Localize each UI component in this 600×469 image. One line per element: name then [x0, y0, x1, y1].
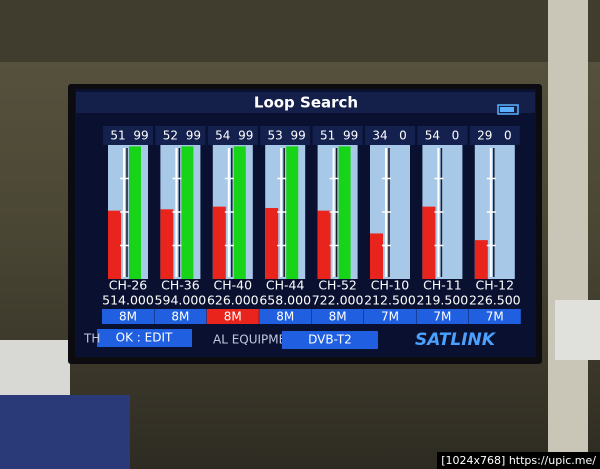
bandwidth: 8M [171, 310, 189, 324]
level-bar [474, 240, 488, 279]
level-bar [108, 210, 121, 279]
bandwidth: 7M [381, 310, 399, 324]
value-box [155, 126, 206, 145]
level-value: 53 [268, 129, 283, 143]
level-bar [265, 207, 279, 279]
bandwidth: 8M [329, 310, 347, 324]
title: Loop Search [254, 94, 358, 112]
quality-value: 0 [504, 129, 512, 143]
bandwidth-cell [102, 309, 154, 324]
level-value: 51 [320, 129, 335, 143]
channel-frequency: 212.500 [364, 293, 416, 308]
value-box [365, 126, 415, 145]
bandwidth-cell [364, 309, 416, 324]
standard-text: DVB-T2 [308, 333, 352, 347]
brand-logo: SATLINK [415, 330, 497, 350]
bandwidth-cell [154, 309, 207, 324]
channel-frequency: 626.000 [207, 293, 259, 308]
bandwidth: 8M [224, 310, 242, 324]
level-value: 52 [163, 129, 178, 143]
value-box [417, 126, 468, 145]
level-bar [160, 209, 174, 279]
value-box [260, 126, 311, 145]
value-box [469, 126, 520, 145]
bandwidth-cell [468, 309, 521, 324]
socket [555, 300, 600, 360]
quality-value: 0 [399, 129, 407, 143]
bandwidth: 7M [433, 310, 451, 324]
level-value: 29 [477, 129, 492, 143]
quality-value: 99 [343, 129, 358, 143]
level-value: 54 [215, 129, 230, 143]
standard-box [282, 331, 378, 349]
level-bar [422, 206, 436, 279]
ticker-text: TH [83, 332, 100, 346]
ok-edit-text: OK : EDIT [116, 331, 173, 345]
quality-bar [338, 146, 351, 279]
quality-bar [286, 146, 299, 279]
channel-name: CH-36 [161, 278, 200, 293]
value-box [312, 126, 363, 145]
quality-bar [129, 146, 141, 279]
watermark-bg [437, 452, 600, 469]
battery-fill [500, 107, 514, 112]
bandwidth: 8M [119, 310, 137, 324]
level-bar [212, 206, 226, 279]
channel-name: CH-26 [109, 278, 148, 293]
channel-name: CH-11 [423, 278, 462, 293]
box-blue [0, 395, 130, 469]
ok-edit-button [97, 329, 192, 347]
cable-duct [548, 0, 588, 469]
bandwidth-cell [259, 309, 312, 324]
level-value: 54 [425, 129, 440, 143]
channel-name: CH-12 [476, 278, 515, 293]
channel-frequency: 514.000 [102, 293, 154, 308]
level-bar [317, 210, 331, 279]
level-value: 51 [110, 129, 125, 143]
channel-frequency: 219.500 [417, 293, 469, 308]
quality-value: 99 [291, 129, 306, 143]
channel-frequency: 226.500 [469, 293, 521, 308]
value-box [103, 126, 153, 145]
bandwidth-cell [416, 309, 469, 324]
title-bar [76, 92, 535, 113]
level-value: 34 [372, 129, 387, 143]
bandwidth-cell [206, 309, 259, 324]
bandwidth: 8M [276, 310, 294, 324]
value-box [207, 126, 258, 145]
channel-frequency: 658.000 [259, 293, 311, 308]
channel-name: CH-52 [318, 278, 357, 293]
quality-value: 99 [238, 129, 253, 143]
bandwidth-cell [311, 309, 364, 324]
quality-value: 99 [133, 129, 148, 143]
channel-frequency: 594.000 [155, 293, 207, 308]
watermark: [1024x768] https://upic.me/ [441, 454, 596, 467]
channel-name: CH-44 [266, 278, 305, 293]
channel-name: CH-10 [371, 278, 410, 293]
level-bar [370, 233, 383, 279]
quality-bar [233, 146, 246, 279]
wall-top [0, 0, 600, 62]
bandwidth: 7M [486, 310, 504, 324]
channel-name: CH-40 [214, 278, 253, 293]
box [0, 340, 70, 400]
quality-value: 0 [452, 129, 460, 143]
quality-bar [181, 146, 194, 279]
battery-icon [497, 104, 519, 115]
quality-value: 99 [186, 129, 201, 143]
ticker-text: AL EQUIPMEN [213, 333, 295, 347]
channel-frequency: 722.000 [312, 293, 364, 308]
